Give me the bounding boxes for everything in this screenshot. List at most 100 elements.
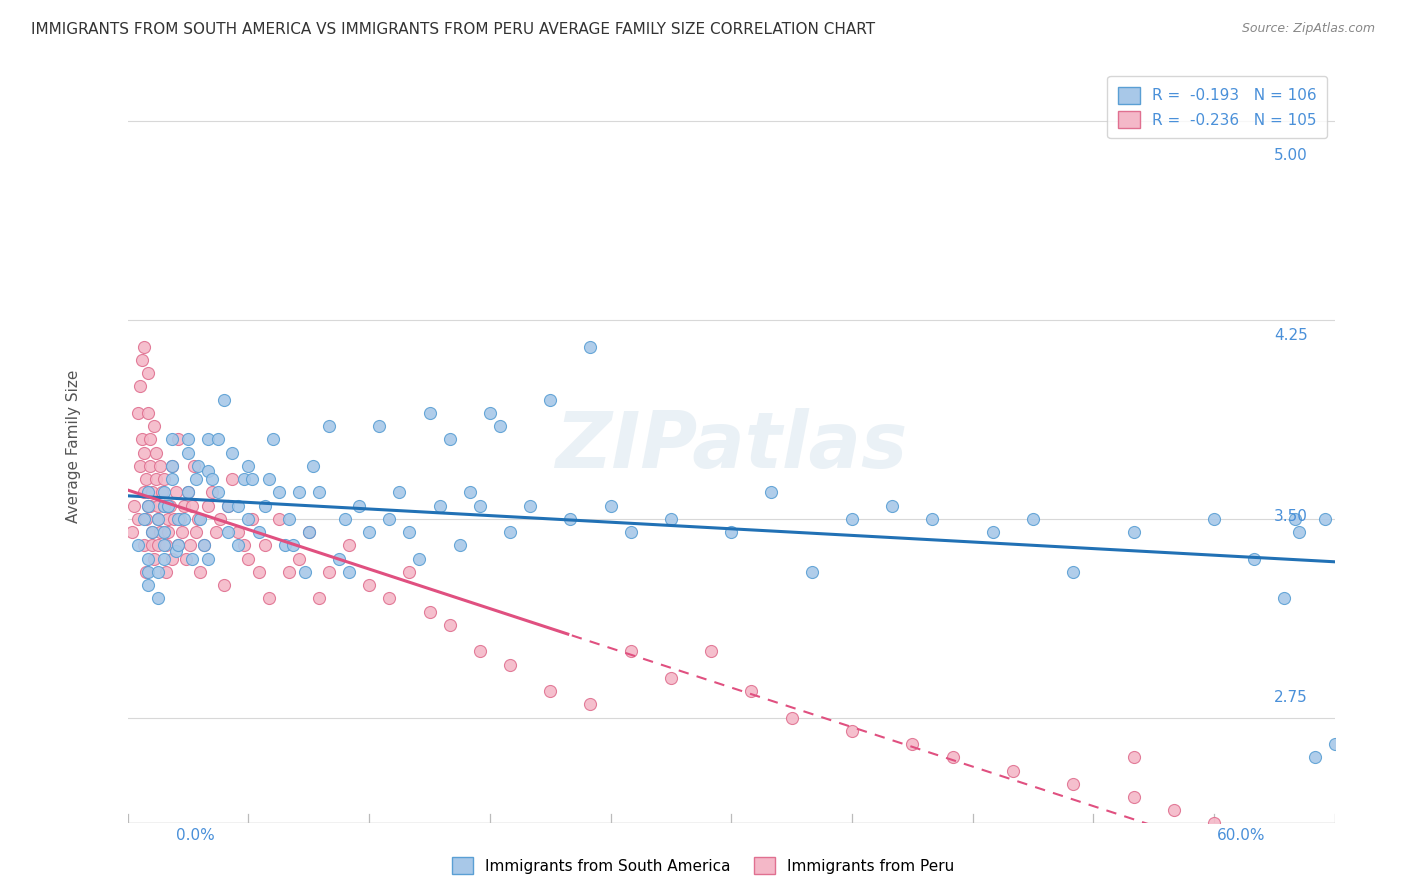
Point	[136, 578, 159, 592]
Point	[169, 512, 191, 526]
Point	[136, 499, 159, 513]
Point	[188, 565, 211, 579]
Point	[579, 698, 602, 712]
Point	[308, 591, 330, 606]
Point	[167, 538, 190, 552]
Point	[1243, 551, 1265, 566]
Point	[1122, 789, 1144, 804]
Point	[146, 499, 169, 513]
Point	[153, 551, 176, 566]
Point	[136, 551, 159, 566]
Point	[141, 525, 163, 540]
Point	[1001, 764, 1024, 778]
Text: 60.0%: 60.0%	[1218, 828, 1265, 843]
Point	[1284, 512, 1306, 526]
Point	[193, 538, 215, 552]
Point	[122, 499, 145, 513]
Point	[135, 472, 157, 486]
Text: 3.50: 3.50	[1274, 509, 1308, 524]
Point	[1022, 512, 1045, 526]
Point	[257, 472, 280, 486]
Point	[181, 499, 204, 513]
Point	[408, 551, 430, 566]
Point	[186, 472, 208, 486]
Point	[318, 419, 340, 434]
Point	[156, 525, 179, 540]
Point	[167, 433, 190, 447]
Point	[141, 525, 163, 540]
Point	[172, 525, 194, 540]
Point	[153, 525, 176, 540]
Point	[153, 538, 176, 552]
Point	[177, 485, 200, 500]
Point	[257, 591, 280, 606]
Point	[153, 499, 176, 513]
Point	[221, 445, 243, 459]
Point	[177, 445, 200, 459]
Point	[347, 499, 370, 513]
Point	[700, 644, 723, 658]
Point	[186, 525, 208, 540]
Point	[132, 512, 155, 526]
Point	[238, 551, 260, 566]
Point	[187, 512, 209, 526]
Point	[135, 565, 157, 579]
Point	[740, 684, 762, 698]
Point	[209, 512, 232, 526]
Point	[221, 472, 243, 486]
Point	[238, 512, 260, 526]
Point	[359, 578, 381, 592]
Point	[142, 419, 165, 434]
Point	[449, 538, 471, 552]
Point	[155, 538, 177, 552]
Point	[165, 485, 187, 500]
Point	[800, 565, 823, 579]
Text: Average Family Size: Average Family Size	[66, 369, 82, 523]
Point	[177, 485, 200, 500]
Point	[156, 499, 179, 513]
Point	[242, 512, 264, 526]
Point	[136, 406, 159, 420]
Point	[142, 551, 165, 566]
Point	[197, 464, 219, 478]
Point	[238, 458, 260, 473]
Point	[359, 525, 381, 540]
Point	[1163, 803, 1185, 817]
Point	[183, 458, 205, 473]
Point	[468, 499, 491, 513]
Point	[187, 458, 209, 473]
Point	[193, 538, 215, 552]
Point	[242, 472, 264, 486]
Point	[253, 499, 276, 513]
Point	[160, 458, 183, 473]
Point	[136, 485, 159, 500]
Point	[214, 578, 236, 592]
Point	[163, 512, 186, 526]
Point	[146, 565, 169, 579]
Point	[267, 485, 290, 500]
Point	[599, 499, 621, 513]
Point	[328, 551, 350, 566]
Point	[560, 512, 582, 526]
Point	[1303, 750, 1326, 764]
Point	[499, 525, 522, 540]
Point	[388, 485, 411, 500]
Point	[146, 512, 169, 526]
Point	[273, 538, 295, 552]
Point	[233, 472, 256, 486]
Point	[132, 445, 155, 459]
Point	[150, 485, 173, 500]
Point	[418, 605, 440, 619]
Point	[579, 340, 602, 354]
Point	[378, 591, 401, 606]
Text: 5.00: 5.00	[1274, 148, 1308, 162]
Point	[145, 445, 167, 459]
Point	[418, 406, 440, 420]
Point	[207, 485, 229, 500]
Point	[128, 458, 150, 473]
Point	[141, 485, 163, 500]
Point	[499, 657, 522, 672]
Point	[267, 512, 290, 526]
Point	[136, 499, 159, 513]
Point	[1163, 830, 1185, 844]
